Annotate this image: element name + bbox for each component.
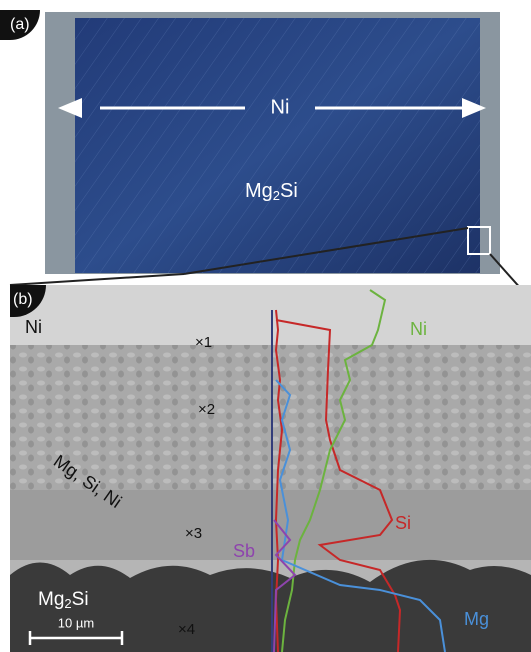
label: Ni	[271, 96, 290, 118]
profile-label: Sb	[233, 541, 255, 561]
panel-b: Ni ×1 ×2 ×3 ×4 Mg, Si, Ni Ni Si Sb Mg Mg…	[10, 285, 531, 652]
interlayer	[10, 490, 531, 560]
label: Ni	[25, 317, 42, 337]
point-label: ×2	[198, 401, 215, 418]
profile-label: Mg	[464, 609, 489, 629]
label-part: Mg	[38, 589, 64, 610]
profile-label: Ni	[410, 319, 427, 339]
texture	[10, 345, 531, 490]
label-sub: 2	[64, 596, 71, 611]
scale-label: 10 µm	[58, 615, 94, 630]
label-part: Mg	[245, 180, 273, 202]
panel-tag: (b)	[13, 291, 33, 308]
figure: Ni Mg2Si (a) Ni ×1 ×2 ×3 ×4 Mg, Si, Ni N…	[0, 0, 531, 652]
point-label: ×4	[178, 621, 195, 638]
label: Mg2Si	[38, 589, 89, 611]
profile-label: Si	[395, 513, 411, 533]
zoom-line	[10, 274, 184, 285]
point-label: ×3	[185, 525, 202, 542]
label-sub: 2	[273, 188, 280, 203]
label-part: Si	[72, 589, 89, 610]
label-part: Si	[280, 180, 298, 202]
ni-layer	[10, 285, 531, 345]
label: Mg2Si	[245, 180, 298, 203]
scratches	[75, 18, 480, 273]
panel-tag: (a)	[10, 16, 30, 33]
point-label: ×1	[195, 334, 212, 351]
